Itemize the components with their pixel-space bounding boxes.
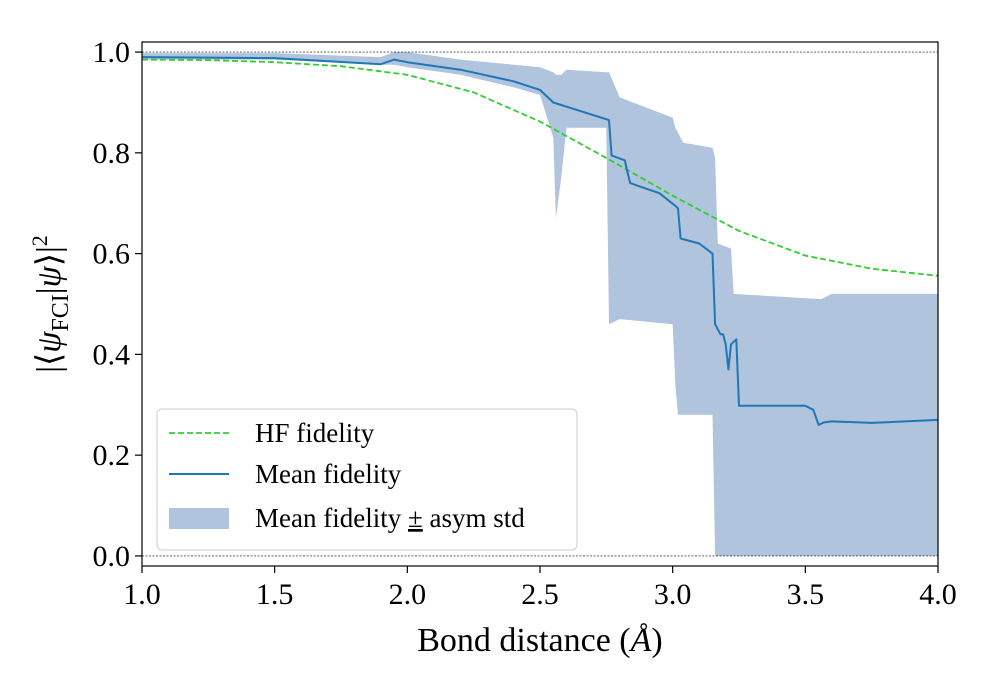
y-tick-label: 1.0	[93, 36, 131, 69]
x-tick-label: 1.0	[123, 578, 161, 611]
legend-hf-label: HF fidelity	[255, 418, 375, 448]
legend-band-swatch	[169, 508, 229, 529]
x-tick-label: 2.0	[389, 578, 427, 611]
x-tick-label: 4.0	[919, 578, 957, 611]
y-tick-label: 0.2	[93, 439, 131, 472]
x-tick-label: 3.5	[787, 578, 825, 611]
y-tick-label: 0.0	[93, 540, 131, 573]
x-axis-title: Bond distance (Å)	[417, 622, 663, 659]
legend-band-label: Mean fidelity ± asym std	[255, 503, 525, 533]
y-tick-label: 0.6	[93, 238, 131, 271]
y-tick-label: 0.8	[93, 137, 131, 170]
hf-fidelity-line	[141, 58, 939, 277]
mean-fidelity-line	[141, 56, 939, 426]
std-band	[142, 52, 938, 556]
x-tick-label: 1.5	[256, 578, 294, 611]
legend-box	[156, 408, 578, 551]
y-tick-label: 0.4	[93, 338, 131, 371]
y-axis-title: |⟨ψFCI|ψ⟩|2	[27, 235, 74, 373]
x-tick-label: 2.5	[521, 578, 559, 611]
legend: HF fidelity Mean fidelity Mean fidelity …	[156, 408, 578, 551]
x-tick-label: 3.0	[654, 578, 692, 611]
legend-mean-label: Mean fidelity	[255, 459, 402, 489]
